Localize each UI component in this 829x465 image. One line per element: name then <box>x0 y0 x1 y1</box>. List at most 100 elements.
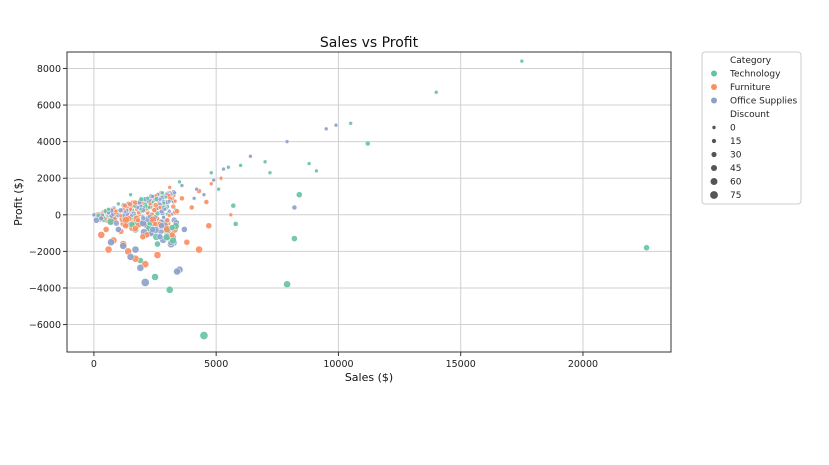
data-point <box>126 253 135 261</box>
data-point <box>267 170 273 175</box>
data-point <box>172 198 178 204</box>
data-point <box>91 212 97 218</box>
x-tick-label: 15000 <box>446 359 476 370</box>
data-point <box>333 122 339 128</box>
data-point <box>135 217 141 224</box>
legend-entry: Furniture <box>730 83 771 93</box>
data-point <box>152 202 159 208</box>
legend-size-label: 30 <box>730 151 742 161</box>
x-tick-label: 10000 <box>323 359 353 370</box>
data-point <box>163 194 169 200</box>
data-point <box>153 251 162 259</box>
legend-size-label: 15 <box>730 137 741 147</box>
data-point <box>191 196 197 201</box>
data-point <box>167 213 172 218</box>
data-point <box>160 190 165 196</box>
data-point <box>181 226 188 233</box>
data-point <box>194 186 199 192</box>
data-point <box>230 202 237 209</box>
legend-frame <box>701 51 802 205</box>
data-point <box>291 204 298 211</box>
legend-swatch <box>711 97 717 104</box>
data-point <box>172 190 177 196</box>
data-point <box>195 245 203 254</box>
data-point <box>348 121 353 126</box>
legend-size-label: 0 <box>730 124 736 134</box>
data-point <box>314 168 319 174</box>
data-point <box>106 207 111 212</box>
data-point <box>365 140 371 147</box>
data-point <box>167 185 172 190</box>
data-point <box>283 280 291 289</box>
data-point <box>157 205 163 210</box>
data-point <box>97 231 106 239</box>
data-point <box>168 224 176 231</box>
data-point <box>139 233 147 241</box>
data-point <box>173 267 181 276</box>
data-point <box>306 161 312 166</box>
legend-swatch <box>711 84 717 90</box>
data-point <box>218 175 224 181</box>
data-point <box>119 242 128 250</box>
data-point <box>154 240 161 248</box>
legend-entry: Technology <box>729 70 781 80</box>
data-point <box>122 216 130 224</box>
data-point <box>151 273 159 281</box>
x-axis-label: Sales ($) <box>345 371 393 384</box>
data-point <box>150 194 155 199</box>
x-tick-label: 20000 <box>568 359 598 370</box>
data-point <box>102 226 110 233</box>
chart-title: Sales vs Profit <box>320 35 419 51</box>
legend-hue-title: Category <box>730 56 772 66</box>
legend-swatch <box>711 70 717 77</box>
data-point <box>147 201 153 207</box>
y-tick-label: 0 <box>55 210 61 221</box>
data-point <box>151 207 158 213</box>
data-point <box>643 244 650 252</box>
legend: Category Technology Furniture Office Suppli… <box>701 51 802 205</box>
legend-size-marker <box>711 138 717 144</box>
data-point <box>211 177 216 183</box>
legend-size-label: 75 <box>730 191 741 201</box>
data-point <box>162 207 168 212</box>
data-point <box>136 210 141 216</box>
legend-size-label: 45 <box>730 164 741 174</box>
data-point <box>232 221 239 227</box>
legend-size-title: Discount <box>730 110 770 120</box>
data-point <box>221 166 226 172</box>
data-point <box>323 126 329 132</box>
legend-size-marker <box>710 164 718 172</box>
data-point <box>93 217 100 224</box>
legend-size-marker <box>711 151 717 158</box>
data-point <box>177 179 182 185</box>
data-point <box>166 198 172 204</box>
data-point <box>168 231 176 239</box>
data-point <box>158 222 165 229</box>
data-point <box>104 245 113 254</box>
data-point <box>216 186 221 192</box>
data-point <box>296 191 303 198</box>
data-point <box>106 217 115 226</box>
data-point <box>179 195 185 202</box>
y-tick-label: 8000 <box>37 64 61 75</box>
y-tick-label: −6000 <box>29 320 61 331</box>
legend-size-marker <box>710 191 718 199</box>
data-point <box>170 203 177 210</box>
y-tick-label: 4000 <box>37 137 61 148</box>
data-point <box>164 217 171 224</box>
data-point <box>113 219 120 227</box>
legend-entry: Office Supplies <box>730 97 798 107</box>
data-point <box>106 210 111 216</box>
data-point <box>117 207 124 214</box>
data-point <box>157 196 163 202</box>
data-point <box>238 163 243 168</box>
data-point <box>174 208 180 214</box>
grid-lines <box>67 52 671 352</box>
data-point <box>161 200 167 206</box>
data-points <box>91 58 650 340</box>
plot-frame <box>66 51 672 353</box>
data-point <box>248 154 253 159</box>
data-point <box>128 207 133 212</box>
data-point <box>113 208 119 214</box>
